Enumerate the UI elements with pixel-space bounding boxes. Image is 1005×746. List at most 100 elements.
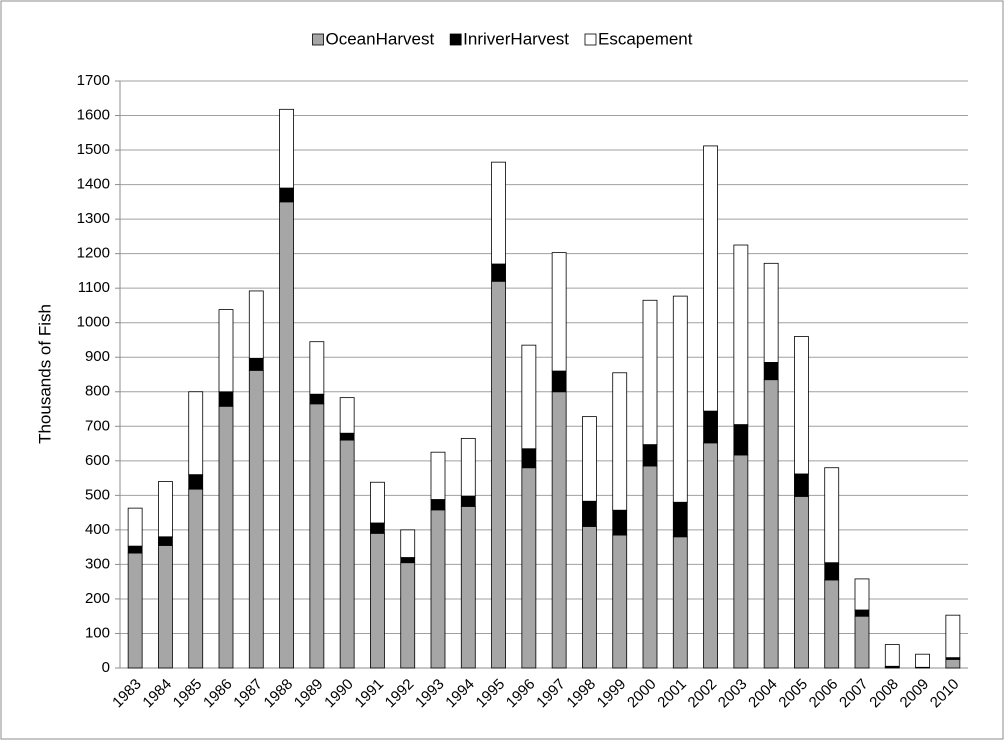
bar-segment [218, 391, 234, 407]
bar-segment [763, 262, 779, 363]
y-tick-label: 1500 [77, 141, 110, 158]
y-tick-label: 500 [85, 486, 110, 503]
bar-segment [642, 299, 658, 445]
bar-segment [309, 403, 325, 669]
y-tick-label: 1600 [77, 106, 110, 123]
legend-label: Escapement [598, 29, 693, 48]
bar-segment [703, 442, 718, 669]
bar-segment [491, 161, 506, 265]
bar-segment [309, 341, 325, 395]
bar-segment [430, 509, 446, 669]
bar-segment [400, 562, 416, 669]
bar-segment [551, 391, 567, 669]
bar-segment [794, 336, 809, 475]
bar-segment [460, 495, 476, 507]
bar-segment [521, 448, 537, 469]
bar-segment [370, 532, 385, 669]
legend-swatch [312, 33, 324, 46]
bar-segment [672, 536, 688, 669]
bar-segment [279, 201, 294, 669]
bar-segment [763, 362, 779, 381]
bar-segment [309, 393, 325, 405]
bar-segment [612, 372, 628, 511]
bar-segment [733, 244, 749, 425]
bar-segment [279, 108, 294, 189]
bar-segment [127, 545, 143, 554]
y-tick-label: 1400 [77, 176, 110, 193]
bar-segment [370, 522, 385, 534]
legend-swatch [584, 33, 597, 46]
y-tick-label: 200 [85, 590, 110, 607]
bar-segment [824, 579, 840, 669]
bar-segment [248, 369, 264, 669]
bar-segment [339, 439, 355, 669]
y-tick-label: 300 [85, 555, 110, 572]
bar-segment [582, 526, 597, 669]
legend-label: InriverHarvest [463, 29, 569, 48]
bar-segment [733, 424, 749, 456]
bar-segment [400, 557, 416, 564]
y-tick-label: 1000 [77, 314, 110, 331]
bar-segment [127, 552, 143, 669]
bar-segment [703, 410, 718, 444]
bar-segment [218, 309, 234, 393]
bar-segment [551, 252, 567, 372]
bar-segment [188, 474, 204, 490]
bar-segment [582, 416, 597, 502]
legend-item: OceanHarvest [312, 29, 435, 48]
bar-segment [854, 609, 870, 617]
bar-segment [824, 467, 840, 564]
bar-segment [945, 658, 961, 669]
legend-item: Escapement [584, 29, 693, 48]
bar-segment [642, 465, 658, 669]
bar-segment [582, 500, 597, 527]
y-axis-title: Thousands of Fish [35, 304, 54, 444]
bar-segment [491, 263, 506, 282]
bar-segment [248, 357, 264, 371]
bar-segment [430, 451, 446, 500]
bar-segment [188, 391, 204, 476]
y-tick-label: 900 [85, 348, 110, 365]
bar-segment [430, 499, 446, 511]
bar-segment [188, 488, 204, 669]
bar-segment [854, 578, 870, 611]
bar-segment [672, 295, 688, 503]
y-tick-label: 1300 [77, 210, 110, 227]
bar-segment [945, 614, 961, 659]
bar-segment [339, 432, 355, 441]
y-tick-label: 100 [85, 624, 110, 641]
bar-segment [642, 444, 658, 467]
bar-segment [854, 615, 870, 669]
bar-segment [460, 437, 476, 497]
legend-swatch [449, 33, 462, 46]
y-tick-label: 600 [85, 452, 110, 469]
y-tick-label: 800 [85, 383, 110, 400]
y-tick-label: 700 [85, 417, 110, 434]
y-tick-label: 1200 [77, 245, 110, 262]
bar-segment [915, 653, 930, 668]
bar-segment [400, 529, 416, 558]
bar-segment [733, 454, 749, 669]
bar-segment [551, 370, 567, 393]
bar-segment [158, 481, 173, 538]
bar-segment [127, 507, 143, 547]
bar-segment [884, 644, 900, 667]
y-tick-label: 0 [102, 659, 110, 676]
y-tick-label: 400 [85, 521, 110, 538]
bar-segment [370, 481, 385, 524]
legend-item: InriverHarvest [449, 29, 569, 48]
bar-segment [158, 536, 173, 546]
bar-segment [794, 495, 809, 669]
y-tick-label: 1100 [78, 279, 110, 296]
bar-segment [218, 405, 234, 669]
y-tick-label: 1700 [77, 72, 110, 89]
bar-segment [672, 501, 688, 538]
bar-segment [339, 397, 355, 434]
bar-segment [460, 506, 476, 669]
bar-segment [279, 187, 294, 203]
bar-segment [248, 290, 264, 359]
bar-segment [491, 280, 506, 669]
legend-label: OceanHarvest [326, 29, 435, 48]
bar-segment [794, 473, 809, 497]
